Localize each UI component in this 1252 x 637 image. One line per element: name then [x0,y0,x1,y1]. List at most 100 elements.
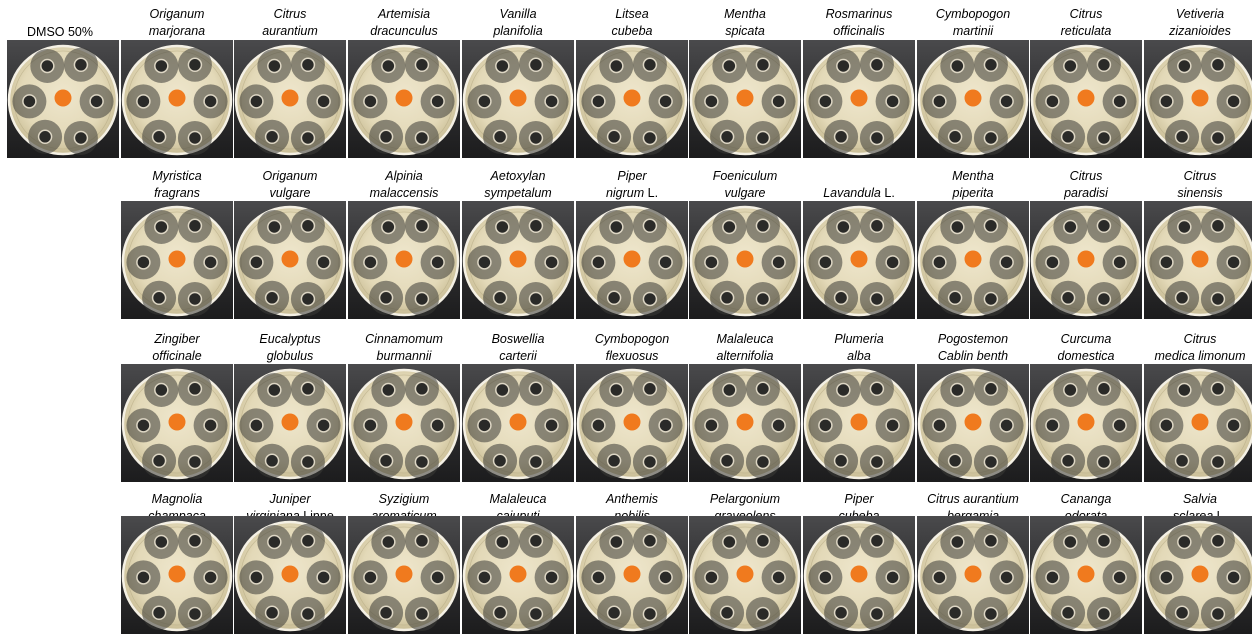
well [290,444,325,479]
paper-disc [281,250,299,268]
well [648,245,683,280]
well [177,120,212,155]
well [485,372,520,407]
paper-disc [395,250,413,268]
paper-disc [509,565,527,583]
plate-photo [121,40,233,158]
well [255,119,290,154]
paper-disc [623,413,641,431]
well [404,596,439,631]
well [859,371,894,406]
well [1200,444,1235,479]
well [1165,119,1200,154]
plate-photo [1144,40,1252,158]
genus-text: Magnolia [151,492,203,506]
well [973,596,1008,631]
paper-disc [54,89,72,107]
well [581,84,616,119]
well [534,408,569,443]
epithet-text: burmannii [376,349,432,363]
plate-photo [348,201,460,319]
well [1102,408,1137,443]
species-label: Mentha spicata [689,6,801,44]
well [257,372,292,407]
well [306,245,341,280]
genus-text: Anthemis [605,492,659,506]
well [404,208,439,243]
paper-disc [850,413,868,431]
paper-disc [1191,89,1209,107]
species-label: Foeniculum vulgare [689,168,801,206]
well [1086,120,1121,155]
well [1216,245,1251,280]
well [142,280,177,315]
well [420,408,455,443]
species-label: Cymbopogon martinii [917,6,1029,44]
well [940,524,975,559]
species-label: Litsea cubeba [576,6,688,44]
well [353,84,388,119]
well [710,595,745,630]
paper-disc [168,89,186,107]
genus-text: Curcuma [1060,332,1112,346]
well [824,119,859,154]
well [193,408,228,443]
genus-text: Zingiber [154,332,200,346]
well [581,408,616,443]
paper-disc [509,413,527,431]
plate-photo [803,516,915,634]
paper-disc [395,565,413,583]
well [1086,444,1121,479]
well [144,524,179,559]
well [761,84,796,119]
well [922,84,957,119]
genus-text: Mentha [724,7,766,21]
genus-text: Salvia [1182,492,1218,506]
well [1200,371,1235,406]
well [1149,245,1184,280]
well [1102,245,1137,280]
well [1086,371,1121,406]
genus-text: Pelargonium [709,492,781,506]
well [859,523,894,558]
well [255,280,290,315]
well [648,560,683,595]
well [63,47,98,82]
paper-disc [736,250,754,268]
well [1086,523,1121,558]
well [420,245,455,280]
well [126,560,161,595]
genus-text: Origanum [149,7,205,21]
well [745,596,780,631]
well [859,120,894,155]
well [1165,595,1200,630]
well [290,596,325,631]
epithet-text: fragrans [154,186,200,200]
paper-disc [623,250,641,268]
well [632,523,667,558]
genus-text: Piper [617,169,647,183]
genus-text: Pogostemon [937,332,1009,346]
paper-disc [736,89,754,107]
well [989,84,1024,119]
genus-text: Alpinia [385,169,423,183]
well [193,245,228,280]
species-label: Boswellia carterii [462,331,574,369]
well [193,84,228,119]
plate-photo [121,201,233,319]
well [290,371,325,406]
well [257,524,292,559]
well [518,120,553,155]
species-label: Citrus reticulata [1030,6,1142,44]
well [255,443,290,478]
well [1035,560,1070,595]
well [989,560,1024,595]
well [710,280,745,315]
well [745,523,780,558]
paper-disc [964,565,982,583]
epithet-text: reticulata [1060,24,1112,38]
well [694,245,729,280]
epithet-text: sympetalum [484,186,552,200]
well [761,408,796,443]
well [597,280,632,315]
